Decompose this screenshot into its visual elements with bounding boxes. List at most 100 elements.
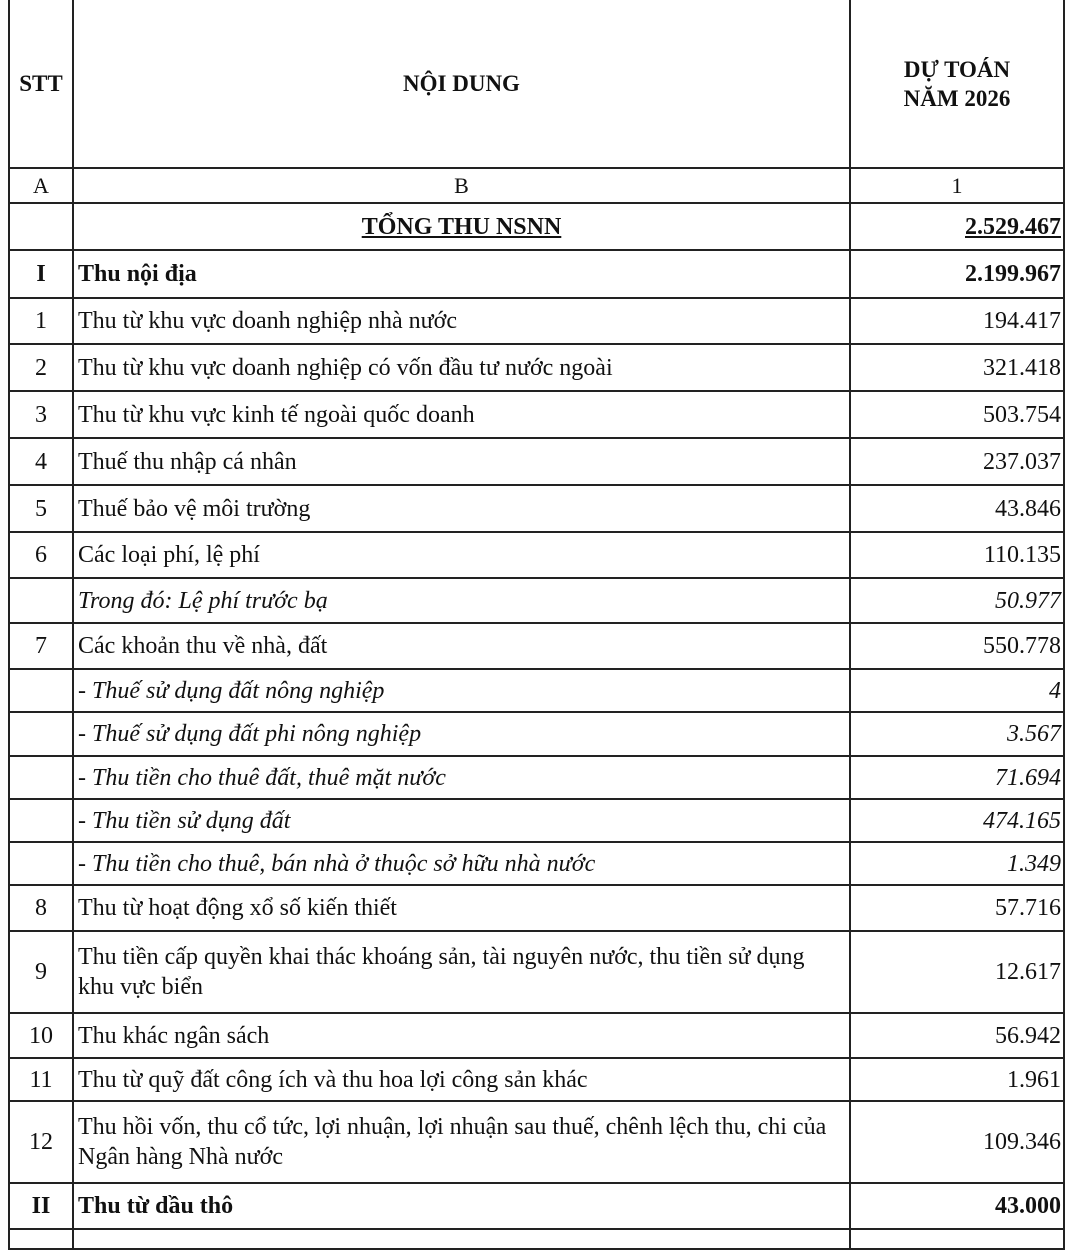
- row-value-text: 1.349: [1007, 850, 1061, 877]
- row-stt: 11: [8, 1057, 74, 1102]
- row-value-text: 57.716: [995, 895, 1061, 921]
- row-stt: 2: [8, 343, 74, 392]
- row-value-text: 110.135: [983, 542, 1061, 568]
- index-stt: A: [8, 167, 74, 204]
- row-value-text: 4: [1049, 677, 1061, 704]
- row-value: 2.529.467: [849, 202, 1065, 251]
- table-row: 3 Thu từ khu vực kinh tế ngoài quốc doanh…: [8, 390, 1065, 439]
- row-value: 321.418: [849, 343, 1065, 392]
- row-content: - Thu tiền cho thuê đất, thuê mặt nước: [72, 755, 851, 800]
- row-stt: 6: [8, 531, 74, 579]
- row-value: 474.165: [849, 798, 1065, 843]
- row-stt: [8, 841, 74, 886]
- row-content-text: Thu nội địa: [78, 261, 197, 287]
- row-value: 2.199.967: [849, 249, 1065, 299]
- row-value: 109.346: [849, 1100, 1065, 1184]
- row-value: 3.567: [849, 711, 1065, 757]
- row-content: - Thu tiền cho thuê, bán nhà ở thuộc sở …: [72, 841, 851, 886]
- table-row: 10 Thu khác ngân sách 56.942: [8, 1012, 1065, 1059]
- row-content: Thu từ dầu thô: [72, 1182, 851, 1230]
- row-content: Thu từ khu vực doanh nghiệp có vốn đầu t…: [72, 343, 851, 392]
- row-value-text: 550.778: [983, 633, 1061, 659]
- row-content-text: Thu hồi vốn, thu cổ tức, lợi nhuận, lợi …: [78, 1114, 827, 1170]
- table-row: II Thu từ dầu thô 43.000: [8, 1182, 1065, 1230]
- row-value-text: 474.165: [983, 807, 1061, 834]
- row-content: - Thuế sử dụng đất phi nông nghiệp: [72, 711, 851, 757]
- row-value: 56.942: [849, 1012, 1065, 1059]
- table-row: - Thu tiền cho thuê, bán nhà ở thuộc sở …: [8, 841, 1065, 886]
- table-row: 6 Các loại phí, lệ phí 110.135: [8, 531, 1065, 579]
- row-value-text: 109.346: [983, 1129, 1061, 1155]
- header-value: DỰ TOÁN NĂM 2026: [849, 0, 1065, 169]
- row-value: 4: [849, 668, 1065, 713]
- table-row: 11 Thu từ quỹ đất công ích và thu hoa lợi…: [8, 1057, 1065, 1102]
- row-content: Thu từ hoạt động xổ số kiến thiết: [72, 884, 851, 932]
- table-row: 1 Thu từ khu vực doanh nghiệp nhà nước 194…: [8, 297, 1065, 345]
- table-row: 4 Thuế thu nhập cá nhân 237.037: [8, 437, 1065, 486]
- row-stt: [8, 202, 74, 251]
- row-content: Các loại phí, lệ phí: [72, 531, 851, 579]
- row-value: 1.961: [849, 1057, 1065, 1102]
- row-value-text: 50.977: [995, 587, 1061, 614]
- row-value-text: 321.418: [983, 354, 1061, 381]
- row-stt: [8, 668, 74, 713]
- row-content: Trong đó: Lệ phí trước bạ: [72, 577, 851, 624]
- table-row: 5 Thuế bảo vệ môi trường 43.846: [8, 484, 1065, 533]
- header-stt: STT: [8, 0, 74, 169]
- row-stt: [8, 798, 74, 843]
- row-stt: [8, 577, 74, 624]
- row-value-text: 503.754: [983, 401, 1061, 428]
- row-stt: 3: [8, 390, 74, 439]
- row-value-text: 43.000: [995, 1193, 1061, 1219]
- table-row: 12 Thu hồi vốn, thu cổ tức, lợi nhuận, lợ…: [8, 1100, 1065, 1184]
- index-content: B: [72, 167, 851, 204]
- budget-revenue-table: STT NỘI DUNG DỰ TOÁN NĂM 2026 A B 1 TỔNG …: [8, 0, 1065, 1250]
- table-row: 2 Thu từ khu vực doanh nghiệp có vốn đầu …: [8, 343, 1065, 392]
- header-value-line1: DỰ TOÁN: [903, 56, 1011, 82]
- row-content: - Thu tiền sử dụng đất: [72, 798, 851, 843]
- row-stt: 1: [8, 297, 74, 345]
- row-value: 57.716: [849, 884, 1065, 932]
- row-stt: [8, 711, 74, 757]
- row-content: Thu hồi vốn, thu cổ tức, lợi nhuận, lợi …: [72, 1100, 851, 1184]
- row-value-text: 56.942: [995, 1022, 1061, 1049]
- row-value-text: 12.617: [995, 959, 1061, 985]
- row-content-text: Thuế bảo vệ môi trường: [78, 495, 311, 522]
- column-index-row: A B 1: [8, 167, 1065, 204]
- row-content: Các khoản thu về nhà, đất: [72, 622, 851, 670]
- table-row: I Thu nội địa 2.199.967: [8, 249, 1065, 299]
- row-content: - Thuế sử dụng đất nông nghiệp: [72, 668, 851, 713]
- row-value: 550.778: [849, 622, 1065, 670]
- header-content: NỘI DUNG: [72, 0, 851, 169]
- row-content: Thuế bảo vệ môi trường: [72, 484, 851, 533]
- row-value-text: 194.417: [983, 308, 1061, 334]
- row-content-text: - Thu tiền sử dụng đất: [78, 807, 291, 834]
- row-value: 71.694: [849, 755, 1065, 800]
- row-content-text: Thu khác ngân sách: [78, 1022, 270, 1049]
- table-row: 8 Thu từ hoạt động xổ số kiến thiết 57.716: [8, 884, 1065, 932]
- table-row-cutoff: [8, 1228, 1065, 1250]
- row-content-text: - Thu tiền cho thuê đất, thuê mặt nước: [78, 764, 446, 791]
- row-value: 237.037: [849, 437, 1065, 486]
- row-stt: 8: [8, 884, 74, 932]
- row-content: TỔNG THU NSNN: [72, 202, 851, 251]
- row-content-text: Thu tiền cấp quyền khai thác khoáng sản,…: [78, 944, 805, 1000]
- row-value: 110.135: [849, 531, 1065, 579]
- row-value-text: 1.961: [1007, 1066, 1061, 1093]
- row-value-text: 43.846: [995, 495, 1061, 522]
- row-value: 43.000: [849, 1182, 1065, 1230]
- table-row: - Thuế sử dụng đất phi nông nghiệp 3.567: [8, 711, 1065, 757]
- table-row: - Thu tiền sử dụng đất 474.165: [8, 798, 1065, 843]
- row-content: Thu từ khu vực doanh nghiệp nhà nước: [72, 297, 851, 345]
- table-row: TỔNG THU NSNN 2.529.467: [8, 202, 1065, 251]
- row-content-text: Các loại phí, lệ phí: [78, 542, 260, 568]
- row-stt: II: [8, 1182, 74, 1230]
- row-stt: 10: [8, 1012, 74, 1059]
- row-stt: I: [8, 249, 74, 299]
- row-value-text: 2.529.467: [965, 213, 1061, 240]
- row-content-text: Thu từ khu vực doanh nghiệp có vốn đầu t…: [78, 354, 613, 381]
- row-value-text: 237.037: [983, 448, 1061, 475]
- table-row: - Thu tiền cho thuê đất, thuê mặt nước 71…: [8, 755, 1065, 800]
- row-content: Thu nội địa: [72, 249, 851, 299]
- row-value-text: 3.567: [1007, 721, 1061, 747]
